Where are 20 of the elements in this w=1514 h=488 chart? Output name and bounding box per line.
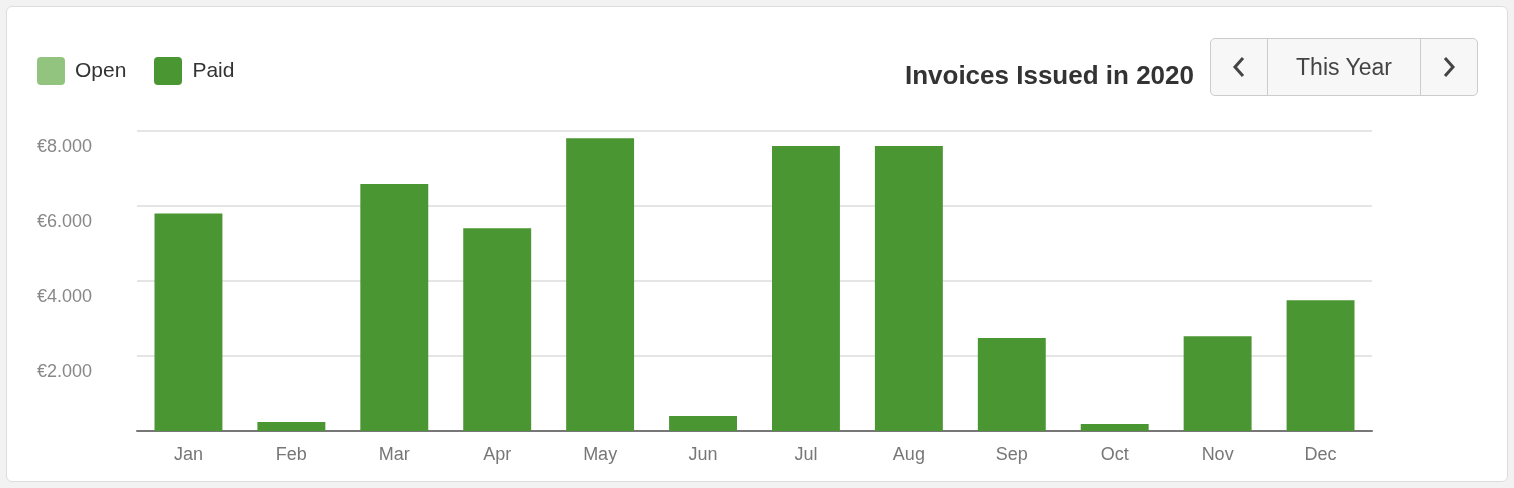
legend-label: Paid: [191, 57, 235, 83]
x-tick-label: Oct: [1100, 444, 1129, 464]
x-tick-label: May: [583, 444, 618, 464]
x-tick-label: Feb: [275, 444, 307, 464]
legend-label: Open: [74, 57, 127, 83]
x-tick-label: Dec: [1304, 444, 1337, 464]
y-tick-label: €4.000: [37, 286, 93, 306]
chart-title: Invoices Issued in 2020: [904, 60, 1194, 91]
y-tick-label: €6.000: [37, 211, 93, 231]
text: This Year: [1268, 39, 1421, 95]
x-tick-label: Jun: [688, 444, 718, 464]
y-tick-label: €8.000: [37, 136, 93, 156]
y-tick-label: €2.000: [37, 361, 93, 381]
x-tick-label: Nov: [1201, 444, 1234, 464]
x-tick-label: Sep: [995, 444, 1028, 464]
x-tick-label: Aug: [892, 444, 925, 464]
x-tick-label: Jul: [794, 444, 818, 464]
x-tick-label: Apr: [483, 444, 512, 464]
x-tick-label: Mar: [378, 444, 410, 464]
x-tick-label: Jan: [173, 444, 203, 464]
